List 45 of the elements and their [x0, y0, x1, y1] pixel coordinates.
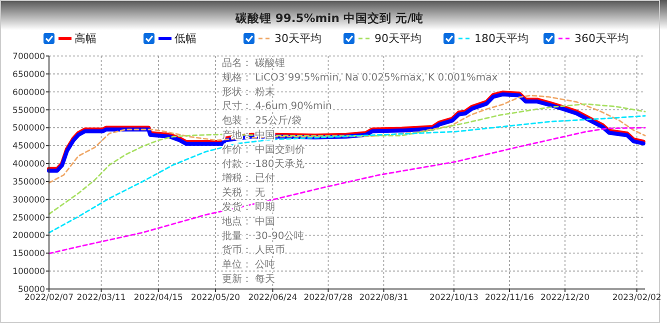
annotation: 尺寸： 4-6um 90%min: [222, 100, 332, 112]
y-tick-label: 700000: [12, 52, 45, 62]
x-tick-label: 2022/03/11: [76, 293, 126, 303]
x-tick-label: 2022/12/20: [540, 293, 590, 303]
y-tick-label: 600000: [12, 88, 45, 98]
annotation: 作价： 中国交到价: [221, 143, 306, 156]
y-tick-label: 550000: [12, 106, 45, 116]
y-tick-label: 50000: [18, 285, 45, 295]
annotation: 规格： LiCO3 99.5%min, Na 0.025%max, K 0.001%max: [222, 71, 498, 84]
x-tick-label: 2022/11/16: [484, 293, 534, 303]
x-tick-label: 2022/06/24: [248, 293, 298, 303]
y-tick-label: 100000: [12, 267, 45, 278]
chart-title: 碳酸锂 99.5%min 中国交到 元/吨: [234, 11, 424, 25]
y-tick-label: 400000: [12, 160, 45, 170]
x-tick-label: 2022/08/31: [359, 293, 408, 303]
legend-label: 180天平均: [474, 32, 528, 45]
y-tick-label: 250000: [12, 213, 45, 224]
x-tick-label: 2022/05/20: [191, 293, 240, 303]
x-tick-label: 2022/07/28: [304, 293, 353, 303]
y-tick-label: 150000: [12, 249, 45, 260]
x-tick-label: 2022/02/07: [24, 293, 74, 303]
legend-label: 90天平均: [374, 32, 422, 45]
line-series: [48, 126, 646, 254]
legend-label: 低幅: [174, 32, 196, 45]
annotation: 产地： 中国: [222, 129, 276, 141]
y-tick-label: 300000: [12, 195, 45, 206]
annotation: 更新： 每天: [222, 273, 276, 285]
annotation: 批量： 30-90公吨: [222, 230, 304, 242]
y-tick-label: 350000: [12, 177, 45, 188]
annotation: 单位： 公吨: [222, 258, 276, 271]
legend-label: 30天平均: [274, 32, 322, 45]
annotation: 包装： 25公斤/袋: [222, 114, 302, 127]
annotation: 付款： 180天承兑: [222, 158, 304, 170]
y-tick-label: 200000: [12, 231, 45, 242]
annotation: 品名： 碳酸锂: [222, 57, 286, 69]
x-tick-label: 2023/02/02: [612, 293, 662, 303]
x-tick-label: 2022/10/13: [429, 293, 478, 303]
annotation: 关税： 无: [222, 186, 266, 199]
legend-label: 360天平均: [574, 32, 628, 45]
y-tick-label: 650000: [12, 70, 45, 80]
annotation: 地点： 中国: [221, 215, 276, 228]
legend-label: 高幅: [74, 32, 96, 45]
y-tick-label: 500000: [12, 124, 45, 134]
y-tick-label: 450000: [12, 142, 45, 152]
x-tick-label: 2022/04/15: [134, 293, 183, 303]
